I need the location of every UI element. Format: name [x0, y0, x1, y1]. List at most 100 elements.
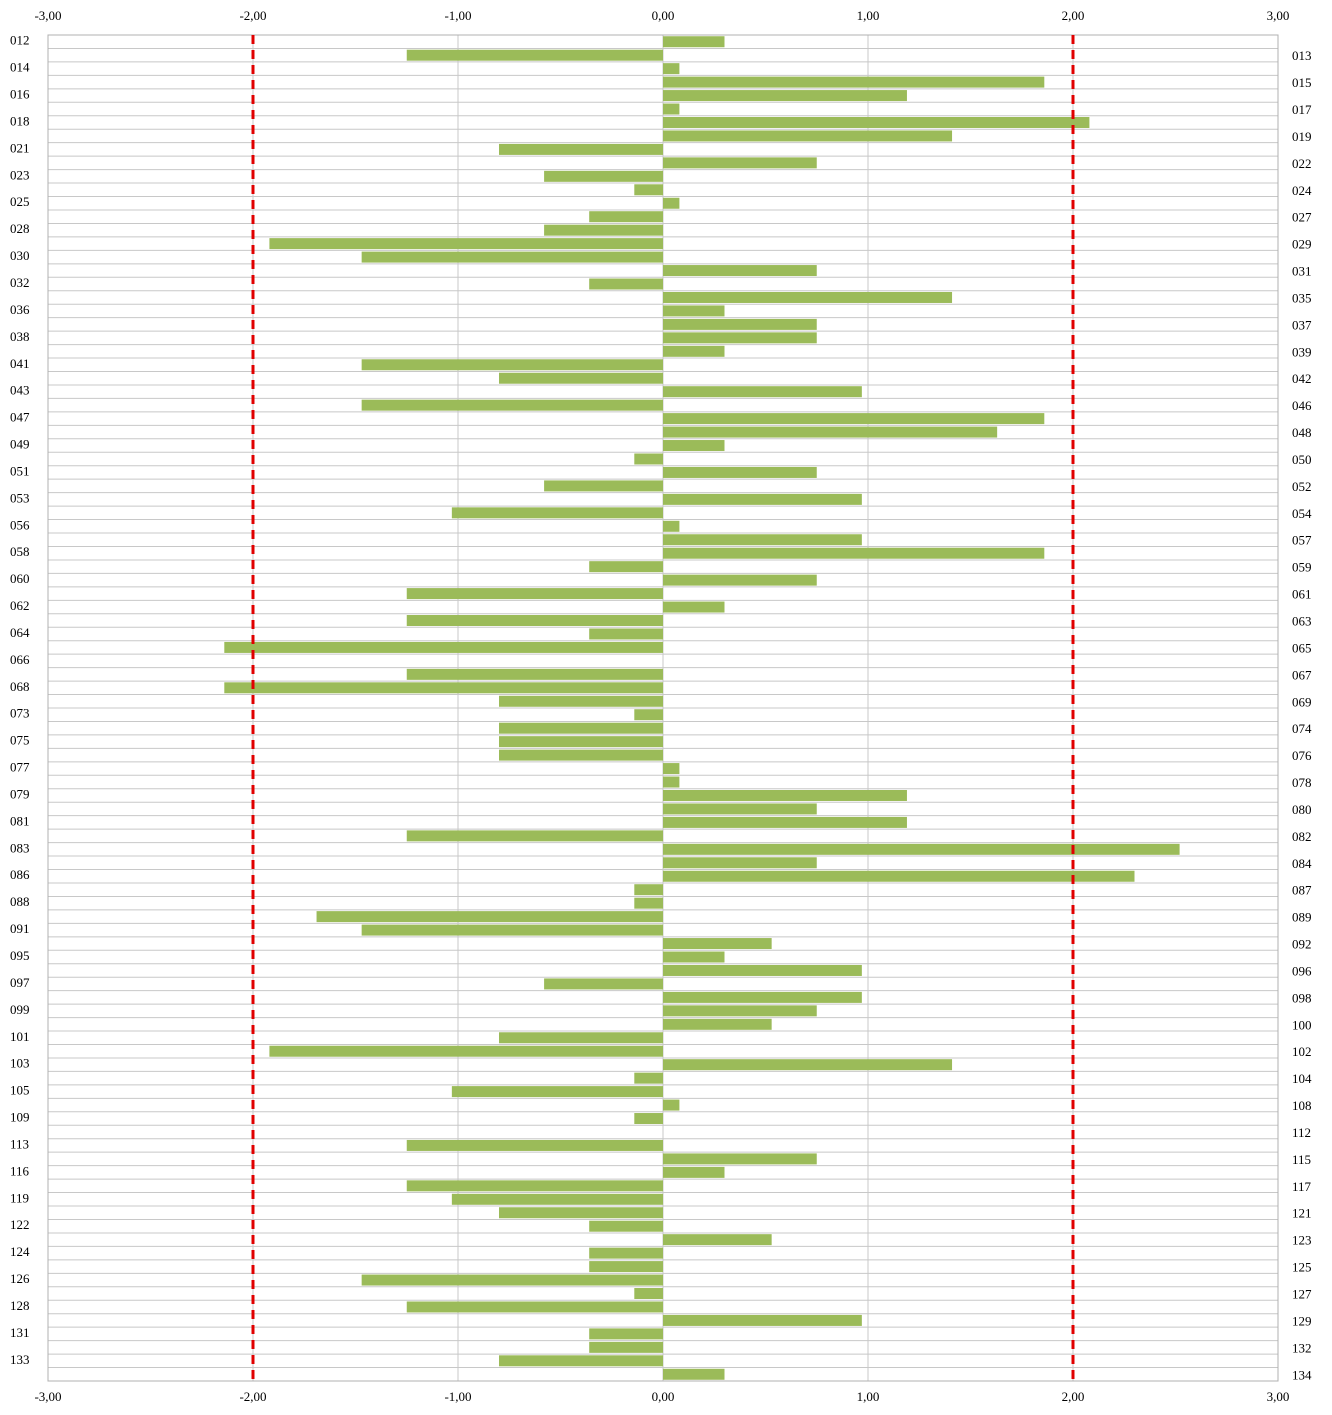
- y-tick-label: 084: [1292, 856, 1312, 871]
- y-tick-label: 092: [1292, 937, 1312, 952]
- x-tick-label: -3,00: [34, 8, 61, 23]
- bar: [663, 386, 862, 398]
- bar: [663, 870, 1135, 882]
- y-tick-label: 054: [1292, 506, 1312, 521]
- y-tick-label: 127: [1292, 1286, 1312, 1301]
- x-tick-label: 0,00: [652, 1389, 675, 1404]
- y-tick-label: 016: [10, 87, 30, 102]
- bar: [663, 1059, 953, 1071]
- bar: [544, 170, 663, 182]
- y-tick-label: 066: [10, 652, 30, 667]
- y-tick-label: 063: [1292, 613, 1312, 628]
- y-tick-label: 047: [10, 410, 30, 425]
- bar: [406, 588, 663, 600]
- y-tick-label: 030: [10, 248, 30, 263]
- bar: [663, 1234, 772, 1246]
- bar: [663, 466, 817, 478]
- bar: [663, 1368, 725, 1380]
- bar: [663, 197, 680, 209]
- x-tick-label: -2,00: [239, 8, 266, 23]
- y-tick-label: 061: [1292, 587, 1312, 602]
- bar: [499, 372, 663, 384]
- y-tick-label: 077: [10, 760, 30, 775]
- bar: [634, 709, 663, 721]
- bar: [663, 789, 907, 801]
- y-tick-label: 067: [1292, 667, 1312, 682]
- y-tick-label: 103: [10, 1056, 30, 1071]
- bar: [499, 1207, 663, 1219]
- bar: [663, 964, 862, 976]
- bar: [663, 63, 680, 75]
- bar: [663, 440, 725, 452]
- bar: [634, 1072, 663, 1084]
- y-tick-label: 018: [10, 113, 30, 128]
- bar: [663, 413, 1045, 425]
- bar: [663, 1166, 725, 1178]
- bar: [451, 1193, 663, 1205]
- bar: [663, 816, 907, 828]
- y-tick-label: 108: [1292, 1098, 1312, 1113]
- bar: [663, 318, 817, 330]
- y-tick-label: 083: [10, 840, 30, 855]
- bar: [663, 103, 680, 115]
- bar: [451, 507, 663, 519]
- bar: [499, 143, 663, 155]
- bar: [361, 1274, 663, 1286]
- y-tick-label: 088: [10, 894, 30, 909]
- y-tick-label: 023: [10, 167, 30, 182]
- bar: [663, 1314, 862, 1326]
- y-tick-label: 039: [1292, 344, 1312, 359]
- bar: [269, 1045, 663, 1057]
- bar: [589, 1341, 663, 1353]
- bar: [361, 924, 663, 936]
- bar: [499, 1032, 663, 1044]
- x-tick-label: -1,00: [444, 1389, 471, 1404]
- y-tick-label: 062: [10, 598, 30, 613]
- bar: [663, 534, 862, 546]
- y-tick-label: 043: [10, 383, 30, 398]
- y-tick-label: 119: [10, 1190, 29, 1205]
- y-tick-label: 076: [1292, 748, 1312, 763]
- y-tick-label: 052: [1292, 479, 1312, 494]
- y-tick-label: 074: [1292, 721, 1312, 736]
- bar: [663, 938, 772, 950]
- y-tick-label: 104: [1292, 1071, 1312, 1086]
- x-tick-label: 2,00: [1062, 8, 1085, 23]
- bar: [663, 520, 680, 532]
- bar: [316, 911, 663, 923]
- y-tick-label: 109: [10, 1110, 30, 1125]
- y-tick-label: 128: [10, 1298, 30, 1313]
- y-tick-label: 035: [1292, 290, 1312, 305]
- y-tick-label: 099: [10, 1002, 30, 1017]
- bar: [589, 1247, 663, 1259]
- bar: [663, 116, 1090, 128]
- bar: [663, 36, 725, 48]
- y-tick-label: 080: [1292, 802, 1312, 817]
- bar: [589, 278, 663, 290]
- bar: [499, 736, 663, 748]
- y-tick-label: 060: [10, 571, 30, 586]
- y-tick-label: 037: [1292, 317, 1312, 332]
- y-tick-label: 097: [10, 975, 30, 990]
- bar: [544, 978, 663, 990]
- y-tick-label: 068: [10, 679, 30, 694]
- y-tick-label: 073: [10, 706, 30, 721]
- bar: [634, 1288, 663, 1300]
- y-tick-label: 079: [10, 786, 30, 801]
- bar: [663, 493, 862, 505]
- x-tick-label: -1,00: [444, 8, 471, 23]
- y-tick-label: 014: [10, 60, 30, 75]
- bar: [663, 1153, 817, 1165]
- bar: [589, 211, 663, 223]
- bar: [663, 857, 817, 869]
- bar: [589, 628, 663, 640]
- y-tick-label: 021: [10, 140, 30, 155]
- bar: [663, 803, 817, 815]
- bar: [499, 749, 663, 761]
- bar: [544, 224, 663, 236]
- y-tick-label: 025: [10, 194, 30, 209]
- x-tick-label: 0,00: [652, 8, 675, 23]
- y-tick-label: 058: [10, 544, 30, 559]
- bar: [663, 574, 817, 586]
